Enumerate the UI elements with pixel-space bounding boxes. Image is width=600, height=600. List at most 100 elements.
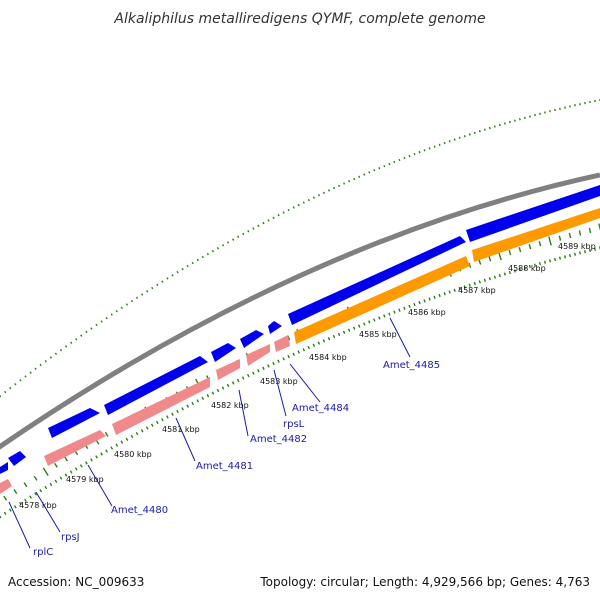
tick-mark xyxy=(357,324,361,328)
tick-mark xyxy=(19,501,22,506)
tick-mark xyxy=(337,184,341,188)
tick-label: 4579 kbp xyxy=(66,475,104,484)
tick-mark xyxy=(368,320,371,324)
tick-mark xyxy=(588,227,592,234)
tick-mark xyxy=(553,257,557,262)
tick-mark xyxy=(24,375,27,378)
tick-mark xyxy=(277,359,280,363)
gene-label: rpsJ xyxy=(61,532,80,543)
tick-mark xyxy=(337,332,341,337)
tick-mark xyxy=(468,262,472,269)
tick-mark xyxy=(176,409,179,414)
tick-mark xyxy=(201,396,205,400)
gene-leader-line xyxy=(175,417,196,462)
tick-mark xyxy=(388,312,391,316)
tick-mark xyxy=(105,316,108,320)
tick-mark xyxy=(438,143,441,146)
topology-summary: Topology: circular; Length: 4,929,566 bp… xyxy=(259,575,590,589)
tick-mark xyxy=(302,348,306,352)
tick-label: 4582 kbp xyxy=(211,401,249,410)
tick-mark xyxy=(130,299,134,303)
tick-mark xyxy=(262,366,265,370)
tick-mark xyxy=(59,348,63,352)
tick-mark xyxy=(166,277,169,280)
tick-mark xyxy=(418,301,421,305)
gene-label: Amet_4485 xyxy=(383,360,440,371)
tick-mark xyxy=(578,230,582,236)
tick-mark xyxy=(433,295,436,299)
tick-mark xyxy=(49,356,53,359)
gene-annotation-amet4480: Amet_4480 xyxy=(87,464,168,516)
tick-mark xyxy=(8,508,12,512)
tick-label: 4589 kbp xyxy=(558,242,596,251)
tick-mark xyxy=(252,371,255,375)
gene-label: Amet_4484 xyxy=(292,403,349,414)
tick-mark xyxy=(518,117,521,121)
tick-mark xyxy=(508,120,511,124)
tick-mark xyxy=(528,264,531,269)
tick-mark xyxy=(54,479,58,483)
tick-mark xyxy=(282,211,285,214)
gene-label: rplC xyxy=(33,547,53,558)
forward-cds xyxy=(288,236,466,325)
tick-mark xyxy=(104,431,109,437)
tick-mark xyxy=(383,164,386,168)
tick-mark xyxy=(403,306,406,310)
forward-strand-track xyxy=(0,185,600,474)
tick-mark xyxy=(307,198,310,202)
tick-mark xyxy=(74,467,78,471)
tick-mark xyxy=(583,250,587,254)
forward-cds xyxy=(211,343,236,362)
tick-mark xyxy=(524,116,526,119)
tick-mark xyxy=(312,343,316,347)
tick-mark xyxy=(140,429,144,433)
tick-mark xyxy=(221,244,225,247)
tick-mark xyxy=(246,373,250,378)
forward-cds xyxy=(104,356,208,415)
gene-leader-line xyxy=(273,369,287,417)
tick-mark xyxy=(348,180,351,183)
tick-mark xyxy=(3,511,7,515)
tick-mark xyxy=(458,286,461,291)
tick-mark xyxy=(3,495,8,501)
tick-mark xyxy=(33,475,38,481)
tick-mark xyxy=(216,246,220,250)
tick-mark xyxy=(478,280,481,284)
tick-mark xyxy=(573,252,577,256)
tick-mark xyxy=(29,495,32,499)
tick-mark xyxy=(39,363,42,367)
tick-mark xyxy=(418,151,421,154)
tick-label: 4588 kbp xyxy=(508,264,546,273)
tick-mark xyxy=(443,141,446,145)
tick-mark xyxy=(110,446,114,450)
gene-annotation-amet4481: Amet_4481 xyxy=(175,417,253,472)
tick-mark xyxy=(598,223,600,231)
tick-mark xyxy=(498,273,501,278)
tick-mark xyxy=(363,322,366,326)
tick-mark xyxy=(468,283,471,287)
tick-mark xyxy=(211,391,215,395)
tick-mark xyxy=(458,136,461,139)
tick-mark xyxy=(44,359,47,363)
tick-mark xyxy=(498,123,501,127)
tick-mark xyxy=(171,412,174,416)
tick-mark xyxy=(226,383,230,388)
tick-mark xyxy=(539,112,541,115)
tick-mark xyxy=(247,230,250,233)
tick-mark xyxy=(528,244,532,250)
tick-mark xyxy=(534,113,536,117)
tick-mark xyxy=(358,175,361,178)
tick-mark xyxy=(513,269,516,273)
map-title: Alkaliphilus metalliredigens QYMF, compl… xyxy=(113,11,485,27)
tick-mark xyxy=(191,261,194,265)
reverse-cds xyxy=(112,377,210,435)
tick-label: 4586 kbp xyxy=(408,308,446,317)
tick-mark xyxy=(478,259,482,265)
tick-mark xyxy=(548,259,552,263)
tick-mark xyxy=(468,133,471,136)
tick-mark xyxy=(473,131,476,135)
gene-leader-line xyxy=(289,363,321,403)
tick-mark xyxy=(34,367,37,371)
gene-annotation-amet4485: Amet_4485 xyxy=(383,317,440,371)
tick-mark xyxy=(176,270,179,274)
